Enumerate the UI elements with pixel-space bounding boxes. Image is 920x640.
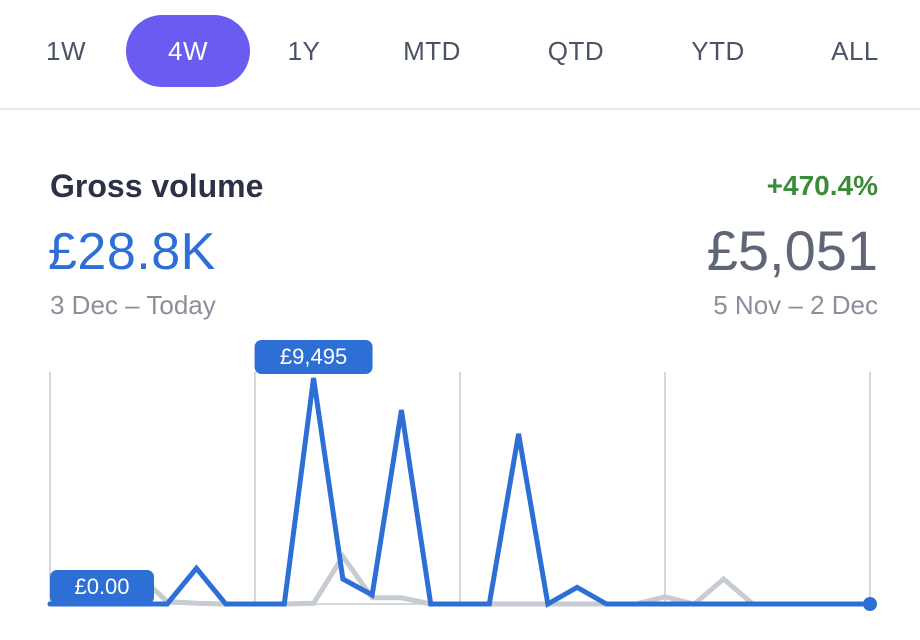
label-background: [254, 340, 373, 374]
series-end-dot: [863, 597, 877, 611]
peak-value-label: £9,495: [254, 340, 373, 374]
tab-1y[interactable]: 1Y: [287, 35, 321, 66]
current-date-range: 3 Dec – Today: [50, 290, 216, 320]
previous-date-range: 5 Nov – 2 Dec: [713, 290, 878, 320]
volume-chart[interactable]: £9,495 £0.00: [0, 330, 920, 640]
previous-total: £5,051: [706, 219, 878, 282]
metric-title: Gross volume: [50, 168, 264, 204]
label-text: £9,495: [280, 344, 347, 369]
tab-1w[interactable]: 1W: [46, 35, 86, 66]
chart-svg: £9,495 £0.00: [47, 340, 877, 611]
tab-all[interactable]: ALL: [831, 35, 879, 66]
start-value-label: £0.00: [50, 570, 154, 604]
percent-change: +470.4%: [766, 170, 878, 201]
label-background: [50, 570, 154, 604]
timeframe-tabs: 1W 4W 1Y MTD QTD YTD ALL: [0, 0, 920, 110]
current-total: £28.8K: [48, 223, 216, 281]
tab-mtd[interactable]: MTD: [403, 35, 461, 66]
tab-4w[interactable]: 4W: [126, 15, 250, 87]
tab-qtd[interactable]: QTD: [547, 35, 605, 66]
label-text: £0.00: [74, 574, 129, 599]
tab-ytd[interactable]: YTD: [691, 35, 745, 66]
